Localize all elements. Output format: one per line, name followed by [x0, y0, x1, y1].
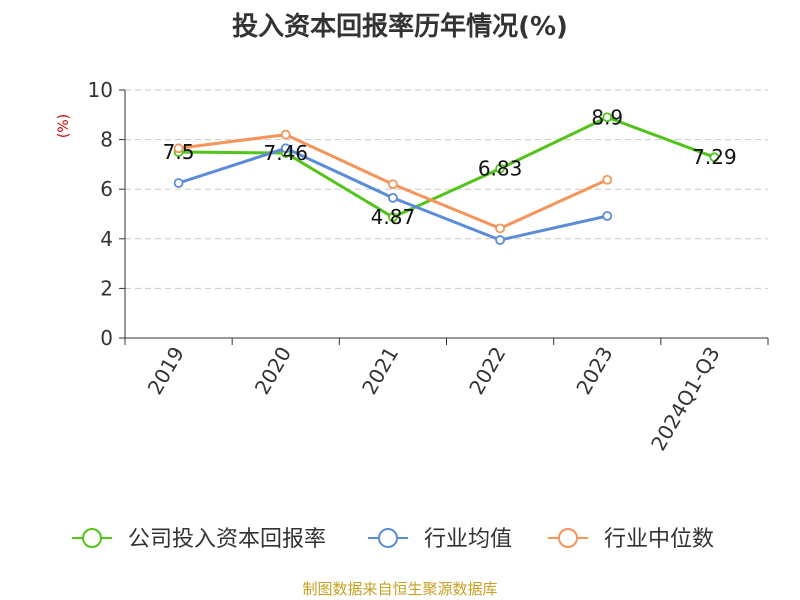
legend-marker	[378, 528, 398, 548]
chart-title: 投入资本回报率历年情况(%)	[232, 12, 568, 42]
series-line	[178, 115, 715, 219]
data-label: 7.5	[163, 140, 195, 164]
source-note: 制图数据来自恒生聚源数据库	[302, 580, 498, 598]
series-layer	[173, 112, 720, 245]
y-tick-label: 8	[100, 128, 113, 152]
data-point	[495, 235, 505, 245]
grid-layer	[125, 89, 768, 289]
y-tick-label: 0	[100, 326, 113, 350]
legend: 公司投入资本回报率 行业均值 行业中位数	[72, 527, 714, 552]
data-label: 6.83	[478, 157, 523, 181]
data-point	[495, 163, 505, 174]
data-label: 7.46	[263, 141, 308, 165]
data-point	[388, 212, 398, 223]
data-point	[388, 179, 398, 190]
y-tick-label: 6	[100, 177, 113, 201]
x-tick-label: 2021	[357, 343, 403, 399]
y-tick-label: 4	[100, 227, 113, 251]
axis-layer: 0 2 4 6 8 10 2019 2020 2021 2022 2023 2024Q1-Q3	[88, 78, 769, 455]
x-tick-label: 2020	[250, 343, 296, 399]
data-point	[173, 178, 184, 188]
data-point	[709, 152, 720, 163]
data-label: 4.87	[371, 205, 416, 229]
data-point	[280, 143, 291, 154]
data-point	[602, 112, 613, 123]
legend-marker	[558, 528, 578, 548]
data-point	[280, 129, 291, 140]
y-tick-label: 10	[88, 78, 113, 102]
data-point	[602, 211, 613, 221]
data-point	[388, 192, 398, 203]
x-tick-label: 2023	[571, 343, 617, 399]
y-tick-label: 2	[100, 276, 113, 300]
x-tick-label: 2019	[143, 343, 189, 399]
y-axis-label: (%)	[56, 114, 72, 138]
data-point	[602, 174, 613, 185]
data-label: 8.9	[591, 105, 623, 129]
legend-marker	[82, 528, 102, 548]
legend-item-label: 公司投入资本回报率	[128, 527, 326, 552]
data-point	[495, 223, 505, 234]
data-point	[173, 143, 184, 154]
legend-item-label: 行业中位数	[604, 527, 714, 552]
x-tick-label: 2024Q1-Q3	[646, 343, 725, 455]
x-tick-label: 2022	[464, 343, 510, 399]
data-label: 7.29	[692, 145, 737, 169]
label-layer: 7.5 7.46 4.87 6.83 8.9 7.29	[163, 105, 737, 229]
legend-item-label: 行业均值	[424, 527, 512, 552]
